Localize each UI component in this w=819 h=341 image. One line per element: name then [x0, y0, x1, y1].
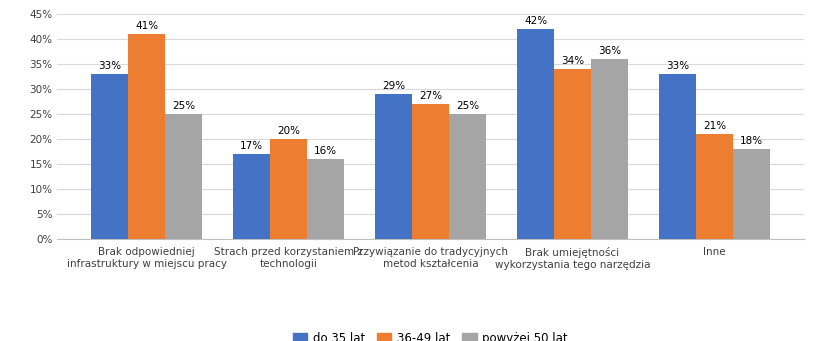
- Bar: [375, 94, 412, 239]
- Bar: [165, 114, 201, 239]
- Bar: [269, 139, 306, 239]
- Text: 29%: 29%: [382, 81, 405, 91]
- Text: 33%: 33%: [665, 61, 688, 71]
- Text: 16%: 16%: [314, 146, 337, 156]
- Bar: [91, 74, 128, 239]
- Bar: [517, 29, 554, 239]
- Bar: [412, 104, 448, 239]
- Text: 17%: 17%: [240, 141, 263, 151]
- Text: 21%: 21%: [702, 121, 725, 131]
- Text: 41%: 41%: [135, 21, 158, 31]
- Bar: [306, 159, 343, 239]
- Text: 18%: 18%: [739, 136, 762, 146]
- Text: 25%: 25%: [172, 101, 195, 111]
- Bar: [448, 114, 485, 239]
- Bar: [233, 154, 269, 239]
- Bar: [732, 149, 769, 239]
- Legend: do 35 lat, 36-49 lat, powyżej 50 lat: do 35 lat, 36-49 lat, powyżej 50 lat: [288, 327, 572, 341]
- Text: 34%: 34%: [560, 56, 583, 66]
- Bar: [554, 69, 590, 239]
- Text: 42%: 42%: [523, 16, 546, 26]
- Bar: [695, 134, 732, 239]
- Text: 27%: 27%: [419, 91, 441, 101]
- Bar: [590, 59, 627, 239]
- Text: 25%: 25%: [455, 101, 478, 111]
- Text: 36%: 36%: [597, 46, 620, 56]
- Text: 20%: 20%: [277, 126, 300, 136]
- Bar: [128, 34, 165, 239]
- Bar: [658, 74, 695, 239]
- Text: 33%: 33%: [98, 61, 121, 71]
